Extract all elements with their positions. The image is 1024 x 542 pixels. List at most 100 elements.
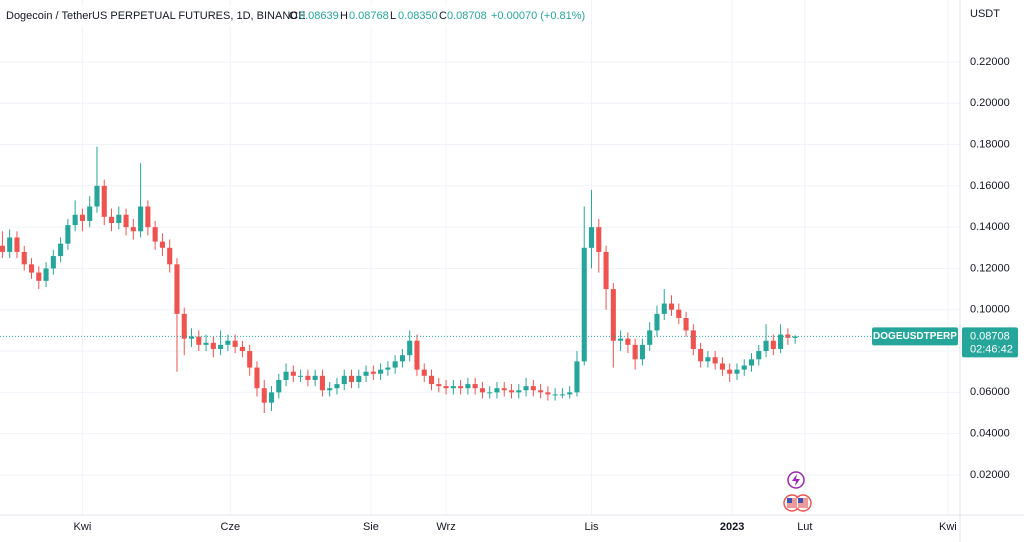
candle-body [341, 375, 347, 385]
symbol-tag-bg [872, 327, 958, 346]
candle-body [356, 375, 362, 383]
candle-body [516, 390, 522, 393]
candle-body [545, 392, 551, 395]
candle-body [87, 206, 93, 221]
candle-body [298, 375, 304, 377]
candle-body [610, 289, 616, 341]
x-tick-label: Cze [221, 521, 241, 533]
candle-body [247, 351, 253, 368]
y-tick-label: 0.20000 [970, 97, 1010, 109]
candle-body [348, 375, 355, 383]
y-tick-label: 0.18000 [970, 138, 1010, 150]
price-label-bg [962, 327, 1018, 358]
symbol-title: Dogecoin / TetherUS PERPETUAL FUTURES, 1… [6, 10, 306, 22]
candle-body [392, 361, 398, 368]
candle-body [79, 214, 85, 221]
candle-body [196, 336, 202, 345]
candle-body [698, 348, 704, 362]
candle-body [363, 371, 369, 376]
candle-body [210, 342, 216, 349]
candle-body [552, 394, 558, 396]
candle-body [676, 309, 682, 319]
candle-body [36, 272, 42, 281]
candle-body [618, 338, 624, 341]
candle-body [734, 369, 740, 374]
candle-body [458, 386, 464, 389]
candle-body [108, 216, 115, 224]
candle-body [530, 386, 536, 391]
candle-body [181, 313, 187, 339]
candle-body [43, 268, 49, 281]
x-tick-label: Kwi [74, 521, 92, 533]
candle-body [130, 227, 136, 232]
candle-body [399, 355, 405, 362]
candle-body [290, 371, 296, 376]
event-icons[interactable] [783, 471, 812, 512]
candle-body [770, 340, 776, 349]
candle-body [261, 388, 267, 403]
candle-body [319, 375, 325, 391]
candle-body [639, 344, 645, 360]
candle-body [312, 375, 318, 380]
y-tick-label: 0.14000 [970, 221, 1010, 233]
candle-body [421, 369, 427, 376]
y-tick-label: 0.16000 [970, 180, 1010, 192]
x-tick-label: Lut [797, 521, 812, 533]
candle-body [792, 336, 798, 338]
candle-body [763, 340, 769, 352]
legend-bg [0, 6, 590, 26]
candle-body [450, 386, 456, 389]
ohlc-value: 0.08768 [349, 10, 389, 22]
price-label: 0.08708 [970, 330, 1010, 342]
candle-body [741, 365, 747, 370]
candle-body [58, 243, 64, 257]
candle-body [145, 206, 151, 228]
candle-body [101, 185, 107, 217]
y-tick-label: 0.02000 [970, 469, 1010, 481]
flag [787, 498, 792, 503]
y-tick-label: 0.22000 [970, 56, 1010, 68]
candle-body [501, 388, 507, 391]
candle-body [778, 334, 784, 349]
ohlc-value: 0.08708 [447, 10, 487, 22]
candle-body [7, 237, 13, 252]
candle-body [188, 336, 195, 339]
currency: USDT [970, 8, 1000, 20]
y-tick-label: 0.12000 [970, 262, 1010, 274]
candle-body [712, 357, 718, 364]
flag [798, 498, 803, 503]
candle-body [123, 214, 129, 228]
x-tick-label: Sie [363, 521, 379, 533]
candle-body [494, 388, 500, 393]
candle-body [567, 392, 573, 395]
candle-body [683, 318, 689, 331]
candle-body [479, 388, 485, 393]
y-tick-label: 0.06000 [970, 386, 1010, 398]
x-tick-label: Kwi [939, 521, 957, 533]
candle-body [647, 330, 653, 345]
x-tick-label: 2023 [720, 521, 744, 533]
candle-body [385, 367, 391, 370]
candle-body [443, 386, 449, 389]
candle-body [174, 264, 180, 314]
candle-body [0, 245, 5, 252]
ohlc-label: O [289, 10, 298, 22]
ohlc-label: L [390, 10, 396, 22]
candle-body [72, 214, 78, 226]
candle-body [559, 394, 565, 396]
candle-body [705, 357, 711, 362]
candle-body [603, 251, 609, 290]
candle-body [138, 206, 144, 232]
candle-body [283, 371, 289, 380]
candle-body [276, 379, 282, 393]
candle-body [239, 346, 245, 352]
candle-body [254, 367, 260, 389]
candle-body [436, 384, 442, 387]
candle-body [756, 351, 762, 360]
candle-body [487, 392, 493, 394]
x-tick-label: Wrz [436, 521, 455, 533]
candle-body [581, 247, 587, 362]
candle-body [305, 375, 311, 380]
candle-body [203, 342, 209, 345]
